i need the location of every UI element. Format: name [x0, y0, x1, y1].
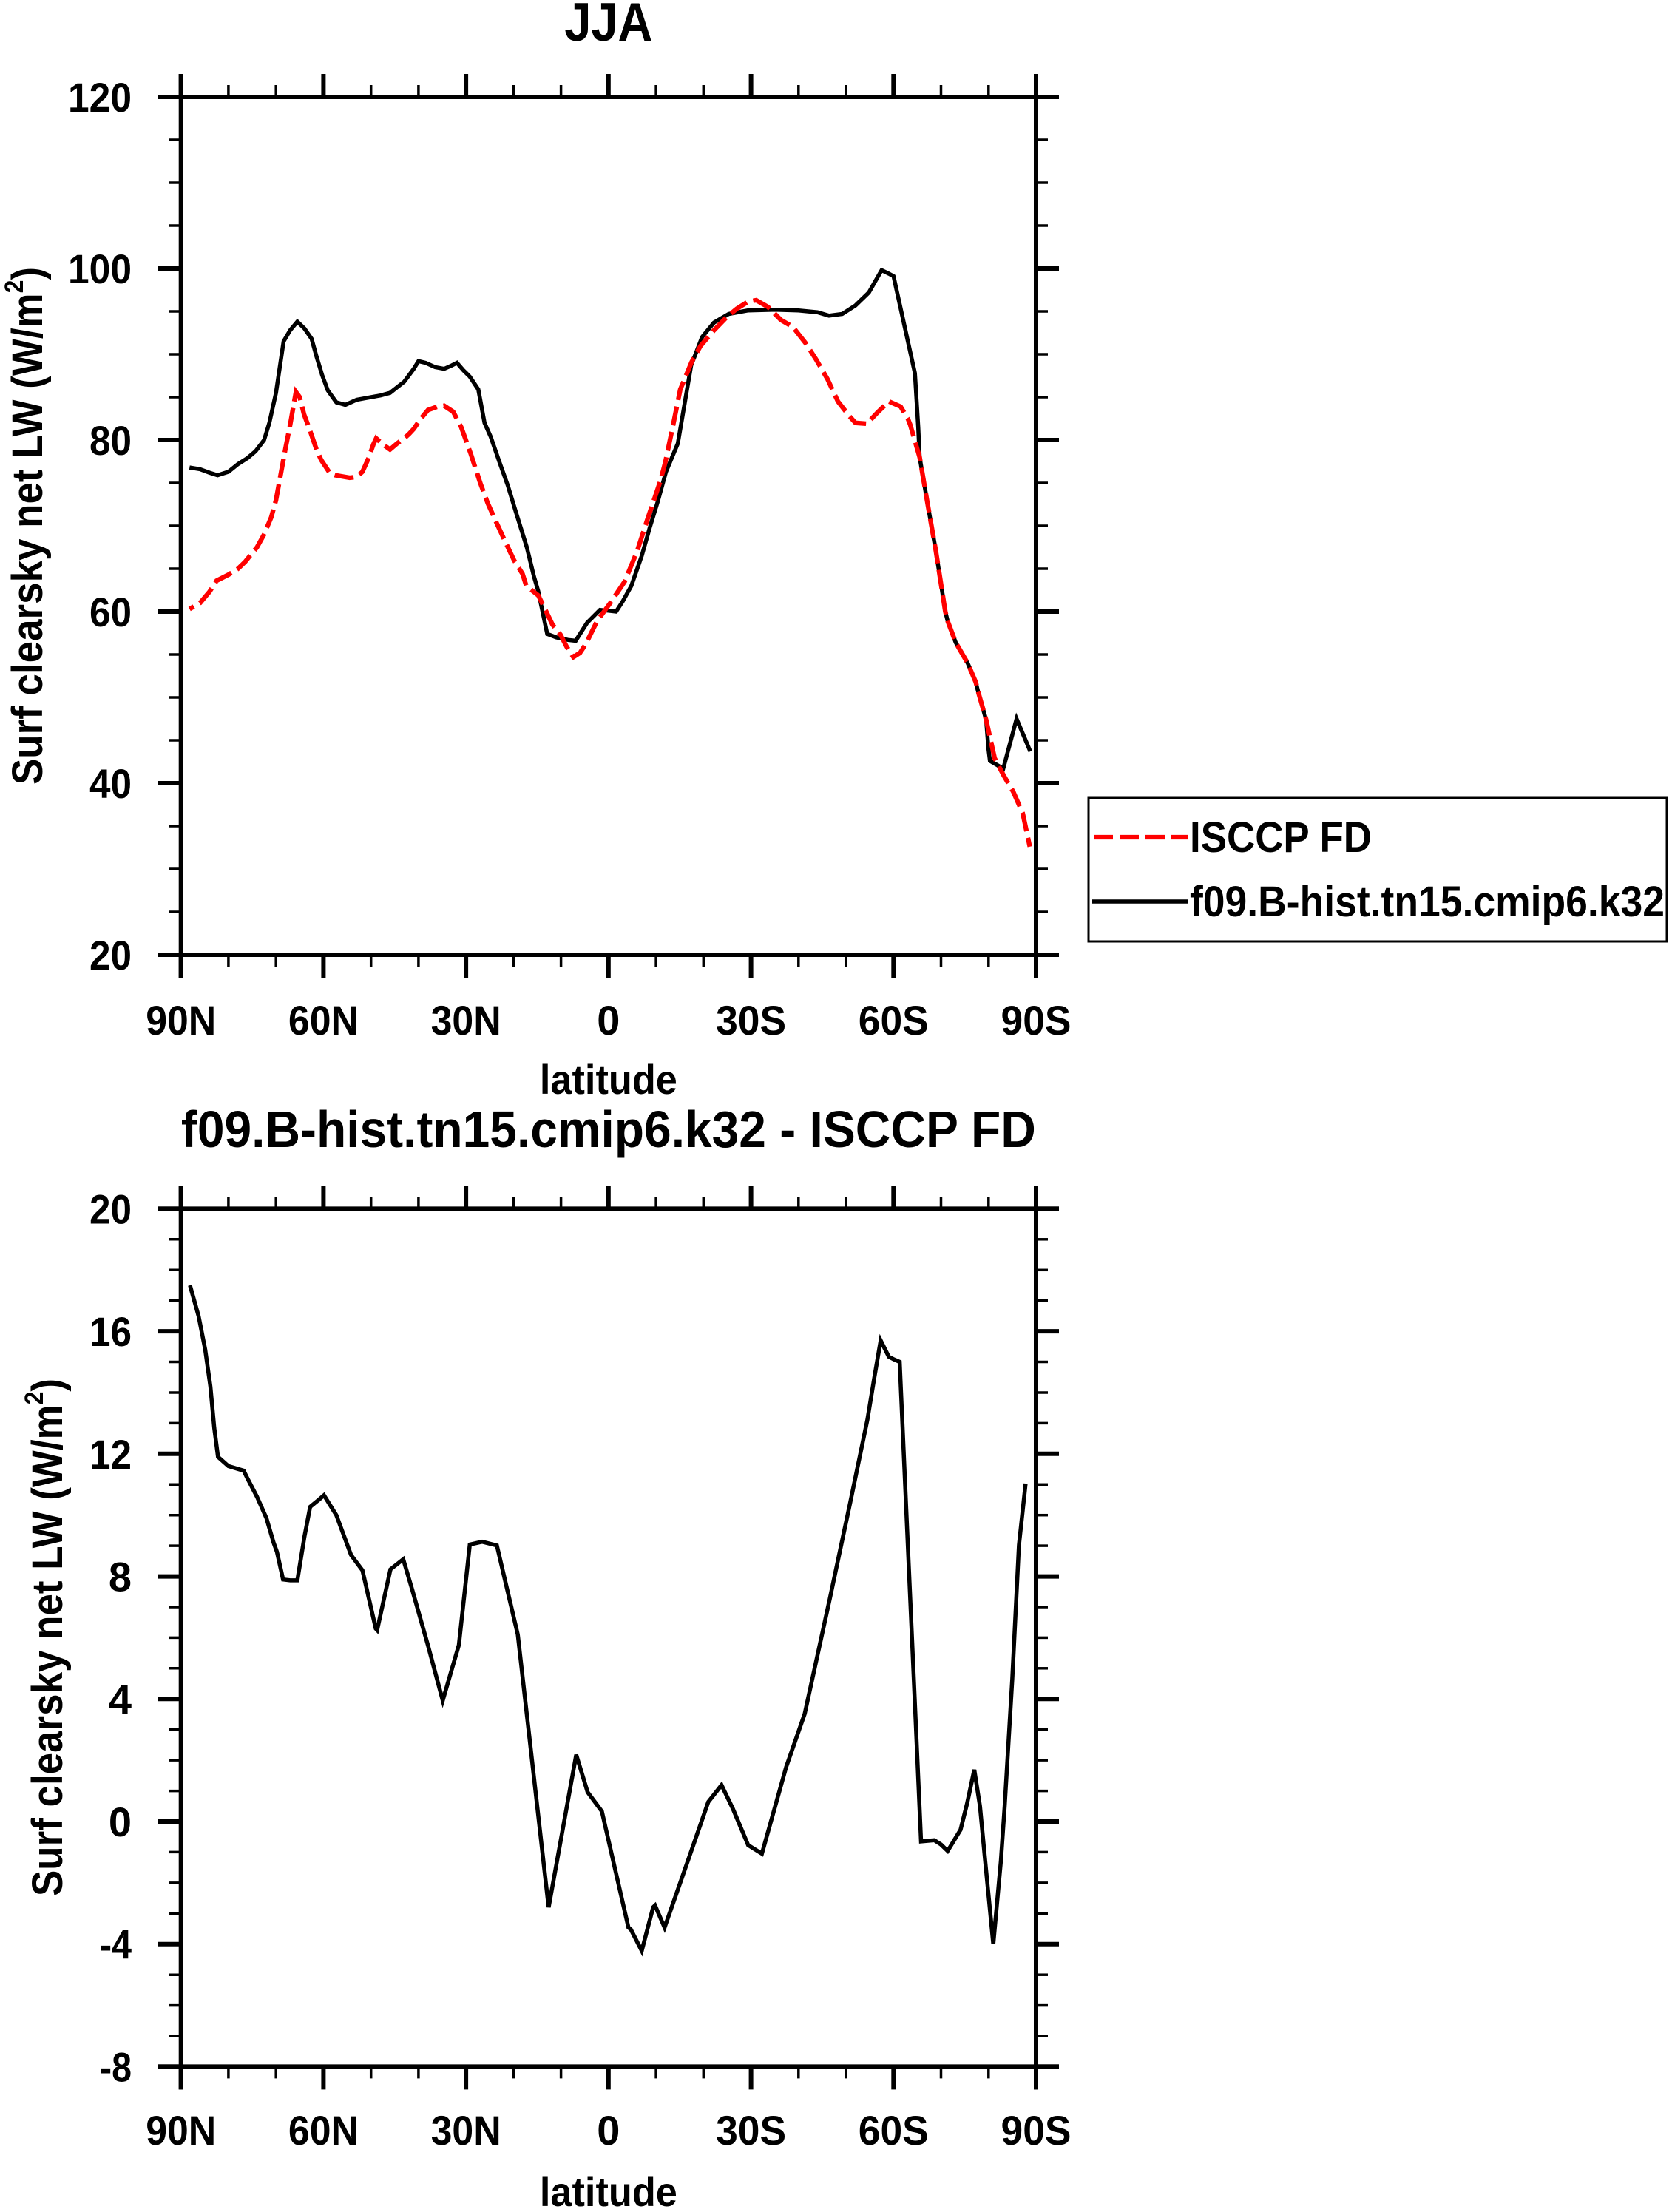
svg-text:30S: 30S [716, 997, 786, 1044]
svg-text:JJA: JJA [564, 0, 652, 53]
svg-text:20: 20 [89, 1186, 132, 1232]
svg-text:0: 0 [597, 2107, 620, 2154]
svg-text:f09.B-hist.tn15.cmip6.k32: f09.B-hist.tn15.cmip6.k32 [1190, 878, 1665, 926]
svg-text:12: 12 [89, 1431, 132, 1478]
svg-text:60N: 60N [288, 997, 359, 1044]
svg-text:60N: 60N [288, 2107, 359, 2154]
svg-text:4: 4 [109, 1676, 132, 1722]
svg-text:60: 60 [89, 589, 132, 635]
svg-text:-8: -8 [100, 2043, 132, 2090]
svg-text:90S: 90S [1001, 2107, 1072, 2154]
svg-text:latitude: latitude [540, 2168, 677, 2208]
svg-text:90N: 90N [146, 997, 216, 1044]
svg-text:30S: 30S [716, 2107, 786, 2154]
svg-text:60S: 60S [859, 2107, 929, 2154]
svg-text:40: 40 [89, 760, 132, 807]
svg-text:0: 0 [597, 997, 620, 1044]
svg-text:Surf clearsky net LW (W/m2): Surf clearsky net LW (W/m2) [20, 1379, 72, 1896]
svg-text:30N: 30N [431, 2107, 501, 2154]
svg-text:30N: 30N [431, 997, 501, 1044]
svg-text:0: 0 [109, 1799, 132, 1845]
svg-text:120: 120 [68, 74, 132, 121]
svg-text:ISCCP FD: ISCCP FD [1190, 814, 1372, 862]
svg-text:20: 20 [89, 932, 132, 978]
svg-text:60S: 60S [859, 997, 929, 1044]
svg-text:Surf clearsky net LW (W/m2): Surf clearsky net LW (W/m2) [0, 267, 52, 785]
svg-text:100: 100 [68, 246, 132, 292]
svg-text:f09.B-hist.tn15.cmip6.k32 - IS: f09.B-hist.tn15.cmip6.k32 - ISCCP FD [181, 1100, 1036, 1158]
svg-text:8: 8 [109, 1554, 132, 1600]
svg-text:latitude: latitude [540, 1056, 677, 1103]
svg-text:-4: -4 [100, 1921, 132, 1968]
svg-text:90S: 90S [1001, 997, 1072, 1044]
svg-text:16: 16 [89, 1308, 132, 1355]
svg-text:90N: 90N [146, 2107, 216, 2154]
svg-text:80: 80 [89, 417, 132, 464]
